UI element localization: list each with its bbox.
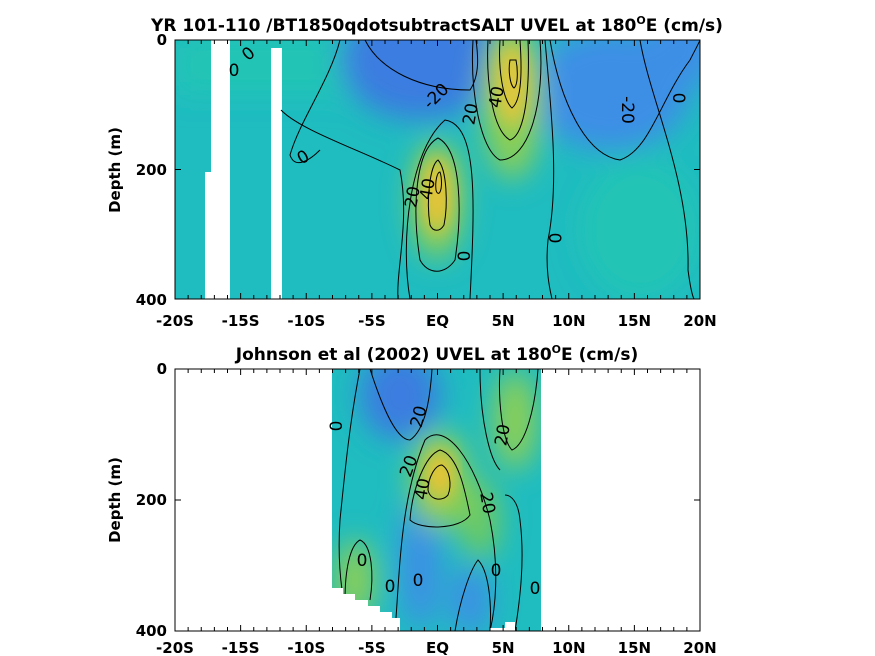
top-blob-negative-east2	[640, 40, 700, 90]
bottom-xtick-label: -10S	[287, 639, 325, 656]
top-contour-zero-west	[280, 109, 405, 299]
top-blob-teal-east	[580, 160, 700, 299]
bottom-blob-negative-west	[360, 369, 440, 440]
top-xtick-label: 5N	[492, 312, 515, 330]
bottom-xtick-label: -20S	[156, 639, 194, 656]
bottom-contour-neg-upper	[369, 369, 433, 441]
top-y-tick-labels: 0 200 400	[136, 31, 167, 309]
bottom-chart-title: Johnson et al (2002) UVEL at 180OE (cm/s…	[235, 343, 638, 365]
top-xtick-label: 15N	[618, 312, 651, 330]
top-xtick-label: -20S	[156, 312, 194, 330]
bottom-max-euc	[426, 450, 454, 500]
top-contour-zero-far-east	[639, 40, 695, 299]
bottom-contours	[338, 369, 539, 631]
top-clabel-0-f: 0	[544, 233, 564, 244]
top-contour-north-20	[487, 40, 529, 141]
top-xtick-label: -15S	[222, 312, 260, 330]
bottom-xtick-label: -15S	[222, 639, 260, 656]
top-xtick-label: -10S	[287, 312, 325, 330]
bottom-clabel-20-d: 20	[491, 423, 514, 448]
top-contours	[280, 40, 700, 299]
top-clabel-0-d: 0	[668, 93, 688, 104]
bottom-xtick-label: 5N	[492, 639, 515, 656]
bottom-clabel-20-c: 20	[475, 491, 498, 516]
top-clabel-20-a: 20	[459, 102, 482, 127]
bottom-y-tick-labels: 0 200 400	[136, 360, 167, 640]
bottom-xtick-label: 15N	[618, 639, 651, 656]
top-chart-title: YR 101-110 /BT1850qdotsubtractSALT UVEL …	[150, 14, 723, 36]
top-heatmap	[175, 40, 700, 299]
top-contour-north-outer	[472, 40, 542, 161]
bottom-contour-eucl-outer	[394, 434, 497, 631]
bottom-tick-marks	[174, 368, 701, 632]
top-ytick-label: 400	[136, 291, 167, 309]
top-contour-zero-mid-west	[289, 40, 341, 164]
bottom-clabel-0-b: 0	[357, 551, 368, 571]
top-xtick-label: EQ	[426, 312, 449, 330]
top-xtick-label: 20N	[683, 312, 716, 330]
bottom-contour-south-east	[504, 494, 523, 631]
top-xtick-label: 10N	[552, 312, 585, 330]
bottom-blob-green-south	[460, 480, 500, 560]
top-contour-east-neg	[549, 40, 700, 161]
top-tick-marks	[174, 39, 701, 300]
bottom-contour-west-blob	[344, 539, 373, 601]
top-chart: YR 101-110 /BT1850qdotsubtractSALT UVEL …	[106, 14, 723, 330]
top-contour-eucl-40	[427, 159, 447, 231]
top-clabel-40-a: 40	[485, 85, 508, 110]
top-clabel-20-b: 20	[401, 185, 424, 210]
top-mask-2	[271, 48, 282, 299]
bottom-clabel-0-f: 0	[530, 579, 541, 599]
bottom-contour-eucl-40	[427, 464, 451, 500]
bottom-contour-north-outer	[479, 369, 501, 471]
bottom-clabel-0-d: 0	[413, 571, 424, 591]
bottom-contour-south-mid	[454, 559, 491, 631]
bottom-clabel-40: 40	[411, 477, 434, 502]
top-ytick-label: 0	[157, 31, 167, 49]
bottom-clabel-0-e: 0	[491, 561, 502, 581]
top-ytick-label: 200	[136, 161, 167, 179]
bottom-xtick-label: EQ	[426, 639, 449, 656]
bottom-y-axis-label: Depth (m)	[106, 457, 124, 543]
top-xtick-label: -5S	[358, 312, 385, 330]
bottom-ytick-label: 200	[136, 491, 167, 509]
bottom-xtick-label: -5S	[358, 639, 385, 656]
bottom-ytick-label: 0	[157, 360, 167, 378]
top-contour-north-40	[499, 40, 522, 109]
bottom-clabel-0-c: 0	[385, 577, 396, 597]
top-clabel-0-a: 0	[229, 61, 240, 81]
bottom-clabel-0-a: 0	[327, 421, 347, 432]
bottom-ytick-label: 400	[136, 622, 167, 640]
top-mask-1	[205, 40, 230, 299]
top-contour-zero-east	[544, 40, 555, 299]
bottom-chart: Johnson et al (2002) UVEL at 180OE (cm/s…	[106, 343, 717, 656]
top-contour-north-60	[508, 59, 518, 89]
bottom-blob-negative-east	[450, 565, 490, 631]
top-y-axis-label: Depth (m)	[106, 127, 124, 213]
top-clabel-neg20-b: -20	[617, 96, 637, 124]
top-contour-eucl-outer	[405, 119, 474, 299]
top-contour-eucl-60	[435, 171, 442, 194]
top-contour-eucl-20	[415, 137, 460, 272]
bottom-heatmap	[332, 369, 541, 631]
top-clabel-0-e: 0	[455, 251, 475, 262]
bottom-blob-green-north	[493, 370, 537, 470]
top-contour-zero-upper	[364, 40, 479, 91]
bottom-x-tick-labels: -20S -15S -10S -5S EQ 5N 10N 15N 20N	[156, 639, 717, 656]
bottom-xtick-label: 10N	[552, 639, 585, 656]
bottom-xtick-label: 20N	[683, 639, 716, 656]
bottom-contour-north-20	[499, 369, 539, 451]
bottom-contour-zero-west	[338, 369, 361, 591]
top-x-tick-labels: -20S -15S -10S -5S EQ 5N 10N 15N 20N	[156, 312, 717, 330]
top-clabel-40-b: 40	[416, 177, 439, 202]
bottom-contour-eucl-20	[409, 449, 471, 528]
